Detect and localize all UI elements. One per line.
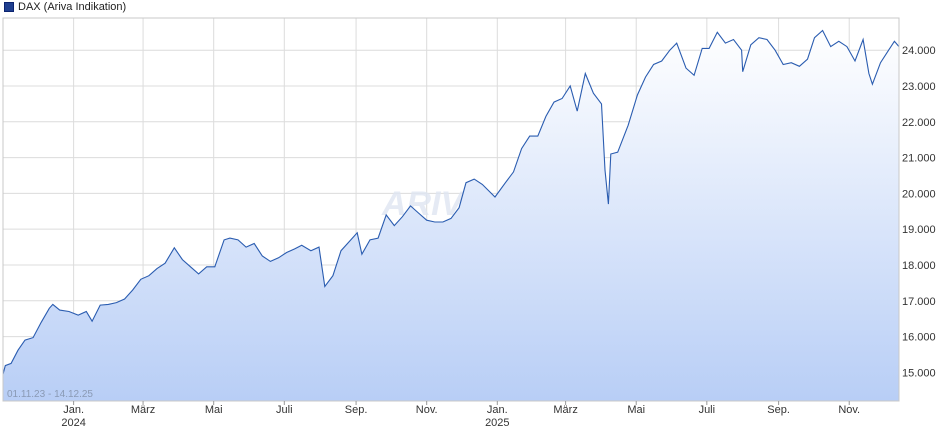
y-tick-label: 20.000	[902, 188, 936, 200]
x-tick-label: März	[553, 404, 577, 416]
y-tick-label: 19.000	[902, 224, 936, 236]
y-tick-label: 16.000	[902, 332, 936, 344]
x-tick-label: März	[131, 404, 155, 416]
y-tick-label: 18.000	[902, 260, 936, 272]
x-tick-label: Juli	[276, 404, 293, 416]
x-tick-label: Mai	[205, 404, 223, 416]
legend-label: DAX (Ariva Indikation)	[18, 1, 127, 13]
x-tick-label: Jan.	[63, 404, 84, 416]
series-area	[3, 30, 899, 401]
x-tick-label: Mai	[627, 404, 645, 416]
x-tick-label: Nov.	[838, 404, 860, 416]
series-line	[2, 29, 900, 375]
x-year-label: 2025	[485, 417, 509, 429]
x-tick-label: Juli	[699, 404, 716, 416]
x-tick-label: Sep.	[345, 404, 368, 416]
legend: DAX (Ariva Indikation)	[4, 1, 126, 13]
x-year-label: 2024	[61, 417, 85, 429]
x-tick-label: Nov.	[416, 404, 438, 416]
y-tick-label: 23.000	[902, 81, 936, 93]
x-tick-label: Jan.	[487, 404, 508, 416]
y-tick-label: 22.000	[902, 117, 936, 129]
date-range-label: 01.11.23 - 14.12.25	[7, 389, 93, 400]
legend-swatch	[4, 2, 14, 12]
y-tick-label: 15.000	[902, 367, 936, 379]
y-tick-label: 17.000	[902, 296, 936, 308]
y-tick-label: 21.000	[902, 153, 936, 165]
y-axis: 15.000 16.000 17.000 18.000 19.000 20.000 21.0…	[902, 45, 936, 379]
plot-frame	[2, 17, 900, 402]
x-tick-label: Sep.	[767, 404, 790, 416]
y-tick-label: 24.000	[902, 45, 936, 57]
